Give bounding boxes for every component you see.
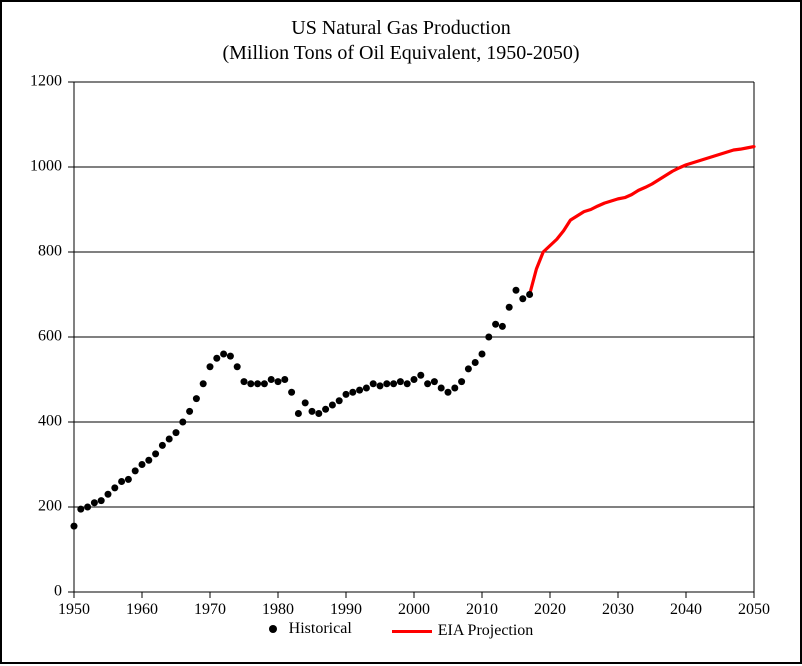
- legend-item-historical: Historical: [269, 620, 352, 638]
- historical-point: [377, 382, 384, 389]
- legend: Historical EIA Projection: [2, 620, 800, 640]
- historical-point: [179, 419, 186, 426]
- historical-point: [132, 467, 139, 474]
- historical-point: [445, 389, 452, 396]
- legend-item-projection: EIA Projection: [392, 622, 534, 640]
- historical-point: [499, 323, 506, 330]
- historical-point: [91, 499, 98, 506]
- historical-point: [281, 376, 288, 383]
- historical-point: [295, 410, 302, 417]
- historical-point: [254, 380, 261, 387]
- historical-point: [519, 295, 526, 302]
- y-tick-label: 800: [38, 243, 62, 260]
- historical-point: [349, 389, 356, 396]
- historical-point: [465, 365, 472, 372]
- historical-point: [472, 359, 479, 366]
- historical-point: [397, 378, 404, 385]
- historical-point: [343, 391, 350, 398]
- legend-label-projection: EIA Projection: [438, 622, 534, 640]
- x-tick-label: 2030: [602, 601, 634, 618]
- historical-point: [268, 376, 275, 383]
- historical-point: [152, 450, 159, 457]
- historical-point: [526, 291, 533, 298]
- historical-point: [105, 491, 112, 498]
- historical-point: [166, 436, 173, 443]
- y-tick-label: 200: [38, 498, 62, 515]
- historical-point: [411, 376, 418, 383]
- historical-point: [200, 380, 207, 387]
- y-tick-label: 600: [38, 328, 62, 345]
- historical-point: [431, 378, 438, 385]
- x-tick-label: 2010: [466, 601, 498, 618]
- x-tick-label: 1960: [126, 601, 158, 618]
- historical-point: [458, 378, 465, 385]
- historical-point: [227, 353, 234, 360]
- x-tick-label: 1990: [330, 601, 362, 618]
- historical-point: [417, 372, 424, 379]
- x-tick-label: 1950: [58, 601, 90, 618]
- historical-point: [261, 380, 268, 387]
- historical-point: [302, 399, 309, 406]
- historical-point: [159, 442, 166, 449]
- y-tick-label: 400: [38, 413, 62, 430]
- historical-point: [424, 380, 431, 387]
- historical-point: [492, 321, 499, 328]
- historical-point: [370, 380, 377, 387]
- historical-point: [98, 497, 105, 504]
- historical-point: [322, 406, 329, 413]
- historical-point: [275, 378, 282, 385]
- y-tick-label: 1000: [30, 158, 62, 175]
- historical-point: [438, 385, 445, 392]
- historical-point: [485, 334, 492, 341]
- x-tick-label: 1980: [262, 601, 294, 618]
- historical-point: [111, 484, 118, 491]
- historical-point: [288, 389, 295, 396]
- historical-point: [145, 457, 152, 464]
- historical-point: [247, 380, 254, 387]
- historical-point: [118, 478, 125, 485]
- historical-point: [479, 351, 486, 358]
- x-tick-label: 2050: [738, 601, 770, 618]
- projection-line: [530, 147, 754, 295]
- legend-marker-historical: [269, 625, 277, 633]
- historical-point: [451, 385, 458, 392]
- x-tick-label: 2000: [398, 601, 430, 618]
- historical-point: [84, 504, 91, 511]
- historical-point: [315, 410, 322, 417]
- historical-point: [77, 506, 84, 513]
- historical-point: [234, 363, 241, 370]
- historical-point: [404, 380, 411, 387]
- historical-point: [241, 378, 248, 385]
- historical-point: [173, 429, 180, 436]
- historical-point: [125, 476, 132, 483]
- legend-marker-projection: [392, 630, 432, 633]
- historical-point: [513, 287, 520, 294]
- historical-point: [139, 461, 146, 468]
- chart-frame: US Natural Gas Production (Million Tons …: [0, 0, 802, 664]
- legend-label-historical: Historical: [289, 620, 352, 638]
- historical-point: [220, 351, 227, 358]
- x-tick-label: 2040: [670, 601, 702, 618]
- x-tick-label: 1970: [194, 601, 226, 618]
- historical-point: [506, 304, 513, 311]
- historical-point: [336, 397, 343, 404]
- historical-point: [390, 380, 397, 387]
- historical-point: [356, 387, 363, 394]
- historical-point: [213, 355, 220, 362]
- historical-point: [309, 408, 316, 415]
- historical-point: [383, 380, 390, 387]
- historical-point: [363, 385, 370, 392]
- historical-point: [193, 395, 200, 402]
- historical-point: [186, 408, 193, 415]
- historical-point: [207, 363, 214, 370]
- historical-point: [71, 523, 78, 530]
- x-tick-label: 2020: [534, 601, 566, 618]
- y-tick-label: 0: [54, 583, 62, 600]
- y-tick-label: 1200: [30, 73, 62, 90]
- historical-point: [329, 402, 336, 409]
- plot-area: 0 200 400 600 800 1000 1200 1950 1960 1970 1980 199…: [2, 2, 802, 666]
